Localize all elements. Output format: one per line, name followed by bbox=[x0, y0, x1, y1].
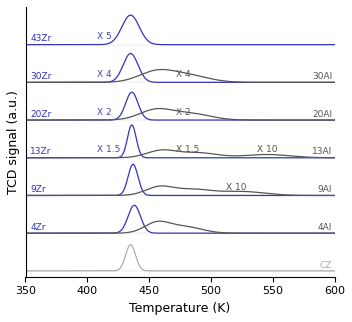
Text: X 10: X 10 bbox=[226, 183, 246, 192]
Text: 4Al: 4Al bbox=[318, 223, 332, 232]
Text: 43Zr: 43Zr bbox=[30, 34, 52, 43]
Text: X 10: X 10 bbox=[257, 146, 277, 155]
Text: X 4: X 4 bbox=[97, 70, 112, 79]
Text: 20Zr: 20Zr bbox=[30, 110, 52, 119]
Text: X 5: X 5 bbox=[97, 33, 112, 41]
Text: X 2: X 2 bbox=[97, 108, 112, 117]
Text: 30Zr: 30Zr bbox=[30, 72, 52, 81]
Text: 4Zr: 4Zr bbox=[30, 223, 46, 232]
Text: 20Al: 20Al bbox=[312, 110, 332, 119]
Y-axis label: TCD signal (a.u.): TCD signal (a.u.) bbox=[7, 90, 20, 194]
Text: 30Al: 30Al bbox=[312, 72, 332, 81]
Text: X 4: X 4 bbox=[176, 70, 191, 79]
Text: CZ: CZ bbox=[320, 260, 332, 270]
Text: X 1.5: X 1.5 bbox=[97, 146, 121, 155]
X-axis label: Temperature (K): Temperature (K) bbox=[130, 302, 231, 315]
Text: X 1.5: X 1.5 bbox=[176, 146, 200, 155]
Text: 13Zr: 13Zr bbox=[30, 147, 52, 156]
Text: X 2: X 2 bbox=[176, 108, 191, 117]
Text: 13Al: 13Al bbox=[312, 147, 332, 156]
Text: 9Al: 9Al bbox=[318, 185, 332, 194]
Text: 9Zr: 9Zr bbox=[30, 185, 46, 194]
